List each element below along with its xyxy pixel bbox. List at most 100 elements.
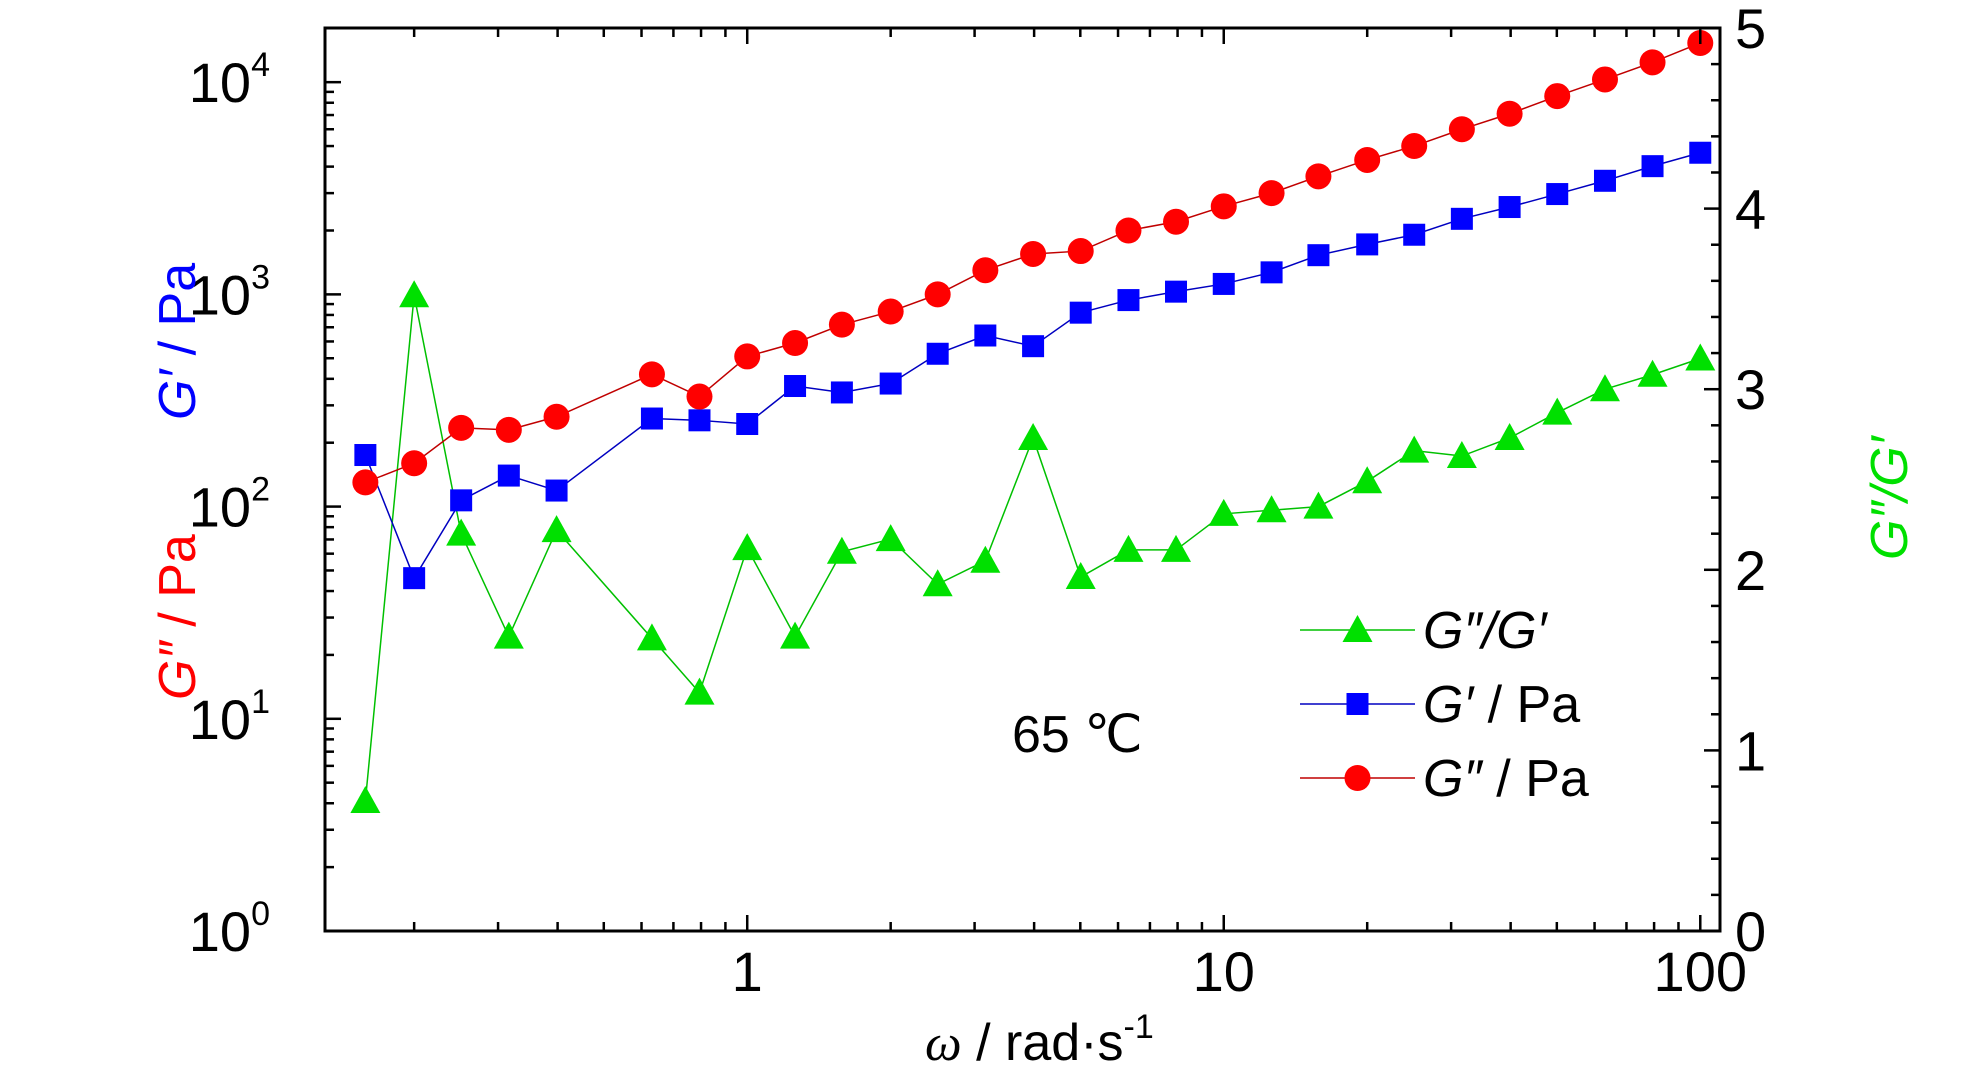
x-axis-title-unit: / rad·s <box>962 1014 1124 1072</box>
data-point-circle <box>1448 116 1475 143</box>
data-point-triangle <box>1208 498 1239 526</box>
y-right-tick-label: 4 <box>1735 178 1766 241</box>
y-left-label-gp-symbol: G′ <box>149 368 207 420</box>
data-point-square <box>1069 301 1092 324</box>
y-left-tick-exponent: 1 <box>251 683 270 721</box>
legend-entry: G″/G′ <box>1300 602 1549 660</box>
y-left-tick-exponent: 0 <box>251 895 270 933</box>
data-point-square <box>1212 272 1235 295</box>
data-point-triangle <box>350 785 381 813</box>
series-circle <box>352 29 1714 496</box>
y-left-tick-exponent: 4 <box>251 46 270 84</box>
data-point-circle <box>828 311 855 338</box>
data-point-circle <box>877 298 904 325</box>
legend-label-unit: / Pa <box>1473 676 1580 734</box>
y-right-label: G″/G′ <box>1861 434 1919 560</box>
legend-entry: G″ / Pa <box>1300 750 1589 808</box>
legend-marker-circle <box>1344 765 1371 791</box>
data-point-triangle <box>1399 435 1430 463</box>
data-point-circle <box>638 361 665 388</box>
plot-frame <box>323 26 1722 933</box>
data-point-triangle <box>1685 343 1716 371</box>
data-point-square <box>1450 207 1473 230</box>
data-point-circle <box>686 383 713 410</box>
y-left-tick-label: 100 <box>189 895 270 963</box>
data-point-triangle <box>446 518 477 546</box>
data-point-circle <box>1496 100 1523 127</box>
x-axis-title: ω / rad·s-1 <box>925 1008 1154 1072</box>
legend-marker-triangle <box>1342 615 1373 642</box>
legend-marker-square <box>1346 693 1369 715</box>
data-point-square <box>1498 196 1521 219</box>
data-point-triangle <box>826 536 857 564</box>
y-right-tick-label: 5 <box>1735 0 1766 60</box>
data-point-circle <box>352 469 379 496</box>
data-point-square <box>1689 141 1712 164</box>
axes <box>323 26 1722 933</box>
data-point-circle <box>1305 163 1332 190</box>
data-point-circle <box>448 414 475 441</box>
legend-label-unit: / Pa <box>1482 750 1589 808</box>
series-line-circle <box>365 42 1701 484</box>
data-point-circle <box>1639 49 1666 76</box>
data-point-square <box>974 324 997 347</box>
data-point-triangle <box>541 515 572 543</box>
data-point-triangle <box>684 677 715 705</box>
legend-label: G″/G′ <box>1423 602 1549 660</box>
legend-label: G′ / Pa <box>1423 676 1580 734</box>
data-point-square <box>1022 335 1045 358</box>
legend-label-symbol: G′ <box>1423 676 1475 734</box>
legend-label-symbol: G″/G′ <box>1423 602 1549 660</box>
data-point-circle <box>734 343 761 370</box>
data-point-triangle <box>1018 422 1049 450</box>
data-point-triangle <box>1065 562 1096 590</box>
x-tick-label: 100 <box>1654 940 1747 1003</box>
x-tick-label: 10 <box>1193 940 1255 1003</box>
y-left-tick-label: 102 <box>189 471 270 539</box>
data-point-circle <box>1115 217 1142 244</box>
y-left-tick-base: 10 <box>189 263 251 326</box>
data-point-circle <box>782 330 809 357</box>
data-point-triangle <box>732 533 763 561</box>
data-point-triangle <box>493 621 524 649</box>
series-square <box>354 141 1712 590</box>
data-point-circle <box>1163 208 1190 235</box>
data-point-triangle <box>875 524 906 552</box>
data-point-triangle <box>1637 359 1668 387</box>
y-left-label-gpp: G″ / Pa <box>149 534 207 700</box>
data-point-square <box>1593 169 1616 192</box>
data-point-square <box>1307 244 1330 267</box>
y-left-label-gp: G′ / Pa <box>149 263 207 420</box>
y-right-tick-label: 2 <box>1735 539 1766 602</box>
y-left-tick-label: 104 <box>189 46 270 114</box>
data-point-square <box>1260 261 1283 284</box>
data-point-circle <box>1544 83 1571 110</box>
data-point-circle <box>1067 238 1094 265</box>
y-left-tick-base: 10 <box>189 900 251 963</box>
y-left-tick-label: 101 <box>189 683 270 751</box>
y-left-tick-label: 103 <box>189 258 270 326</box>
data-point-square <box>830 381 853 404</box>
data-point-triangle <box>1542 397 1573 425</box>
data-point-square <box>1165 280 1188 303</box>
data-point-triangle <box>1161 534 1192 562</box>
data-point-triangle <box>1589 374 1620 402</box>
series-line-triangle <box>364 295 1701 802</box>
data-point-square <box>545 479 568 502</box>
y-left-tick-base: 10 <box>189 688 251 751</box>
y-left-tick-base: 10 <box>189 51 251 114</box>
series-triangle <box>350 280 1716 813</box>
data-point-square <box>354 444 377 467</box>
y-left-label-gp-unit: / Pa <box>149 263 207 370</box>
data-point-circle <box>1591 66 1618 93</box>
data-point-circle <box>401 450 428 477</box>
data-point-circle <box>972 257 999 284</box>
data-point-triangle <box>1256 495 1287 523</box>
x-tick-label: 1 <box>732 940 763 1003</box>
x-axis-title-symbol: ω <box>925 1015 962 1072</box>
series-layer <box>350 29 1716 813</box>
data-point-square <box>640 407 663 430</box>
data-point-square <box>1546 183 1569 206</box>
data-point-circle <box>1210 193 1237 220</box>
